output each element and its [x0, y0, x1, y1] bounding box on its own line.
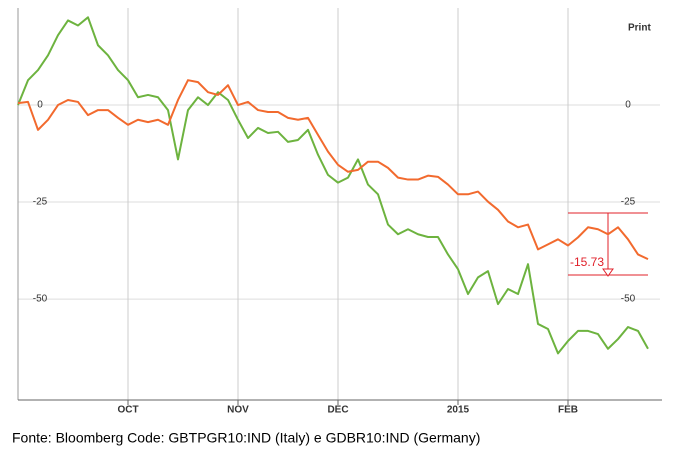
difference-label: -15.73 [570, 255, 604, 269]
y-tick-label: -25 [33, 197, 48, 208]
series-line [17, 79, 649, 261]
y-tick-label: -25 [621, 197, 636, 208]
difference-marker [568, 212, 648, 277]
y-tick-label: 0 [625, 100, 631, 111]
y-tick-label: -50 [33, 294, 48, 305]
y-tick-label: 0 [37, 100, 43, 111]
x-tick-label: FEB [558, 405, 578, 416]
source-note: Fonte: Bloomberg Code: GBTPGR10:IND (Ita… [12, 430, 480, 446]
x-tick-label: 2015 [447, 405, 470, 416]
x-tick-label: DEC [327, 405, 348, 416]
x-tick-label: NOV [227, 405, 249, 416]
x-tick-label: OCT [117, 405, 138, 416]
print-button[interactable]: Print [628, 23, 651, 34]
series-line [17, 16, 649, 355]
y-tick-label: -50 [621, 294, 636, 305]
